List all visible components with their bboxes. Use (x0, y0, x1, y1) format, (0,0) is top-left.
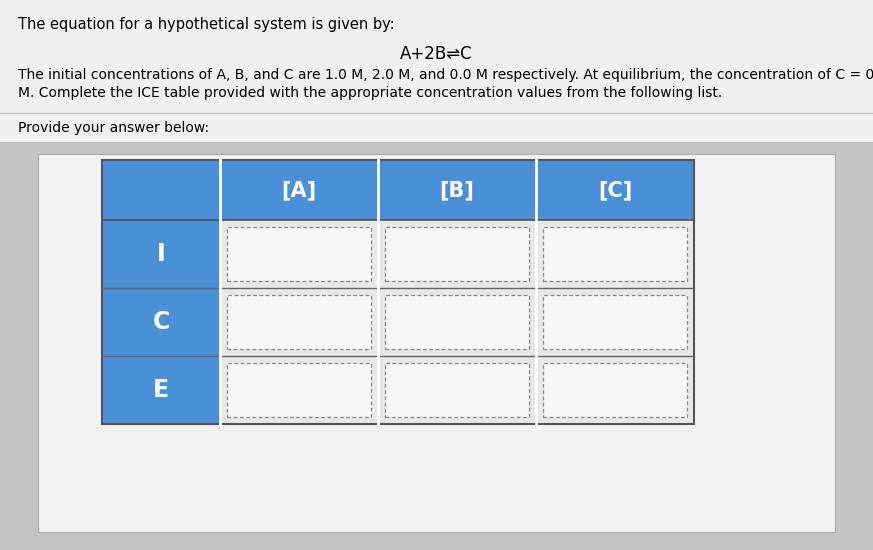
Text: [A]: [A] (281, 180, 317, 200)
Text: A+2B⇌C: A+2B⇌C (400, 45, 472, 63)
Text: The equation for a hypothetical system is given by:: The equation for a hypothetical system i… (18, 17, 395, 32)
Bar (385, 295, 529, 349)
Bar (0, 0, 873, 280)
Text: The initial concentrations of A, B, and C are 1.0 M, 2.0 M, and 0.0 M respective: The initial concentrations of A, B, and … (18, 68, 873, 82)
Bar (536, 288, 694, 356)
Bar (536, 356, 694, 424)
Bar (378, 220, 536, 288)
Text: I: I (156, 242, 165, 266)
Bar (543, 295, 687, 349)
Text: [B]: [B] (440, 180, 474, 200)
Bar (385, 363, 529, 417)
Bar (102, 160, 220, 220)
Text: Provide your answer below:: Provide your answer below: (18, 121, 210, 135)
Bar (38, 154, 835, 532)
Text: M. Complete the ICE table provided with the appropriate concentration values fro: M. Complete the ICE table provided with … (18, 86, 722, 100)
Text: C: C (153, 310, 169, 334)
Bar (220, 356, 378, 424)
Bar (543, 227, 687, 281)
Bar (543, 363, 687, 417)
Bar (220, 288, 378, 356)
Text: [C]: [C] (598, 180, 632, 200)
Bar (0, 142, 873, 550)
Bar (227, 363, 371, 417)
Bar (385, 227, 529, 281)
Bar (220, 160, 378, 220)
Bar (536, 220, 694, 288)
Bar (536, 160, 694, 220)
Bar (227, 295, 371, 349)
Bar (378, 356, 536, 424)
Bar (102, 356, 220, 424)
Bar (378, 160, 536, 220)
Bar (378, 288, 536, 356)
Bar (220, 220, 378, 288)
Bar (102, 160, 694, 424)
Text: E: E (153, 378, 169, 402)
Bar (227, 227, 371, 281)
Bar (102, 220, 220, 288)
Bar (102, 288, 220, 356)
